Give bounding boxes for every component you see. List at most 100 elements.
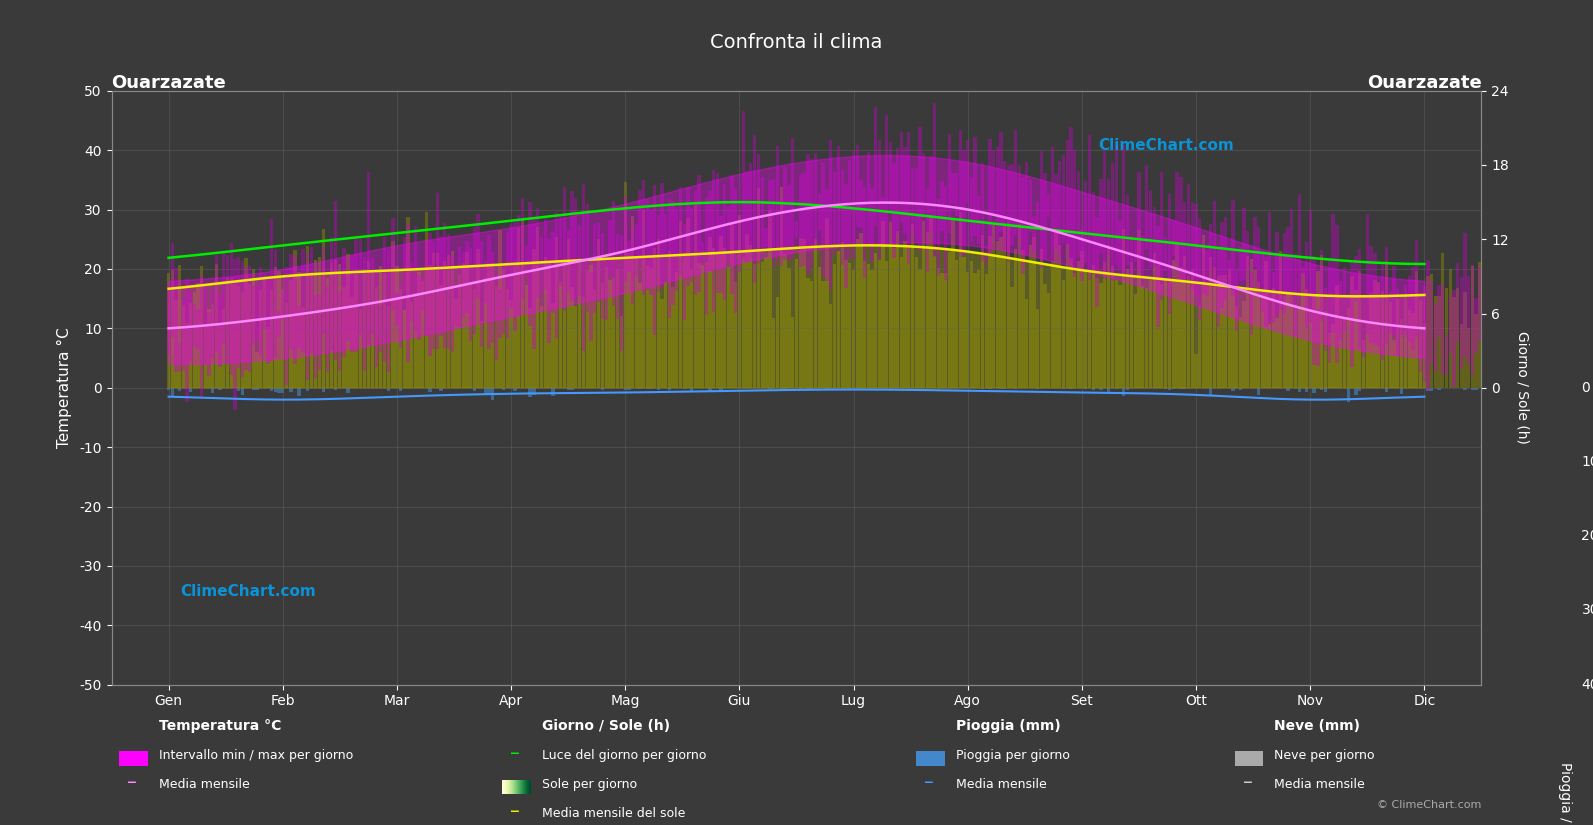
Bar xyxy=(505,233,510,338)
Bar xyxy=(870,270,873,388)
Bar xyxy=(1415,271,1418,388)
Bar xyxy=(1321,255,1324,388)
Bar xyxy=(306,246,309,388)
Bar xyxy=(1346,388,1349,403)
Bar xyxy=(1431,388,1434,391)
Bar xyxy=(814,239,817,388)
Bar xyxy=(201,266,204,388)
Bar xyxy=(277,311,280,337)
Bar xyxy=(309,247,312,352)
Bar xyxy=(1212,267,1215,388)
Bar xyxy=(1015,130,1018,235)
Bar xyxy=(1332,324,1335,388)
Bar xyxy=(266,327,269,388)
Bar xyxy=(1137,230,1141,388)
Bar xyxy=(918,127,921,251)
Bar xyxy=(1532,300,1537,388)
Bar xyxy=(244,257,247,388)
Bar xyxy=(1453,297,1456,388)
Bar xyxy=(704,197,707,314)
Bar xyxy=(1102,151,1107,279)
Bar xyxy=(1051,148,1055,263)
Bar xyxy=(1201,243,1204,294)
Bar xyxy=(701,242,704,263)
Bar xyxy=(779,198,782,266)
Bar xyxy=(620,317,623,388)
Bar xyxy=(1321,250,1324,321)
Bar xyxy=(499,289,502,337)
Bar xyxy=(1362,341,1365,388)
Bar xyxy=(212,304,215,388)
Bar xyxy=(1040,249,1043,388)
Bar xyxy=(1145,165,1149,248)
Bar xyxy=(322,229,325,388)
Bar xyxy=(1118,219,1121,269)
Bar xyxy=(1254,271,1257,388)
Bar xyxy=(656,238,660,388)
Bar xyxy=(1134,241,1137,262)
Bar xyxy=(476,214,479,298)
Bar xyxy=(760,262,765,388)
Bar xyxy=(948,252,951,388)
Bar xyxy=(1489,259,1493,370)
Bar xyxy=(1532,310,1537,361)
Bar xyxy=(1223,217,1227,299)
Bar xyxy=(521,198,524,299)
Y-axis label: Temperatura °C: Temperatura °C xyxy=(57,328,72,448)
Bar xyxy=(1512,273,1515,388)
Bar xyxy=(768,210,771,388)
Bar xyxy=(1294,253,1297,336)
Bar xyxy=(567,388,570,389)
Bar xyxy=(495,274,499,360)
Bar xyxy=(543,257,546,388)
Bar xyxy=(532,217,535,349)
Bar xyxy=(1431,281,1434,365)
Bar xyxy=(440,388,443,391)
Bar xyxy=(387,249,390,372)
Bar xyxy=(322,247,325,333)
Bar xyxy=(1279,257,1282,309)
Bar xyxy=(999,388,1002,389)
Bar xyxy=(1343,318,1346,388)
Bar xyxy=(167,273,170,388)
Bar xyxy=(1395,290,1399,356)
Bar xyxy=(1029,245,1032,388)
Bar xyxy=(623,196,628,282)
Bar xyxy=(1340,319,1343,388)
Bar xyxy=(1029,180,1032,232)
Bar xyxy=(956,173,959,216)
Bar xyxy=(682,388,687,389)
Bar xyxy=(190,292,193,361)
Bar xyxy=(502,264,505,334)
Bar xyxy=(567,239,570,388)
Bar xyxy=(1467,276,1470,365)
Bar xyxy=(746,171,749,262)
Bar xyxy=(1354,290,1357,388)
Bar xyxy=(726,206,730,262)
Bar xyxy=(1126,195,1129,266)
Bar xyxy=(1063,388,1066,389)
Bar xyxy=(260,290,263,388)
Bar xyxy=(1157,265,1160,388)
Bar xyxy=(645,199,648,290)
Bar xyxy=(612,278,615,388)
Bar xyxy=(233,285,236,388)
Bar xyxy=(1392,266,1395,335)
Text: Pioggia / Neve (mm): Pioggia / Neve (mm) xyxy=(1558,762,1572,825)
Bar xyxy=(937,268,940,388)
Bar xyxy=(1445,335,1448,374)
Bar xyxy=(1313,388,1316,394)
Bar xyxy=(1294,304,1297,388)
Bar xyxy=(1419,293,1423,372)
Bar xyxy=(338,291,341,370)
Text: Intervallo min / max per giorno: Intervallo min / max per giorno xyxy=(159,749,354,762)
Bar xyxy=(757,154,760,264)
Bar xyxy=(1235,271,1238,331)
Bar xyxy=(559,281,562,388)
Bar xyxy=(897,231,900,388)
Bar xyxy=(1153,253,1157,388)
Text: 30: 30 xyxy=(1582,604,1593,617)
Bar xyxy=(1481,262,1485,388)
Bar xyxy=(409,262,413,321)
Bar xyxy=(1141,286,1144,388)
